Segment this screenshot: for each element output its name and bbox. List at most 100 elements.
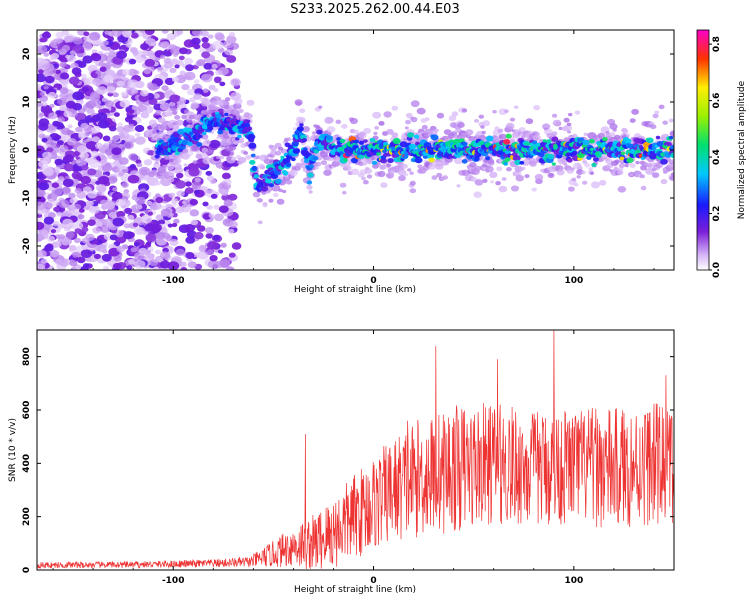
spectrogram-cell <box>189 198 198 206</box>
spectrogram-cell <box>53 241 62 248</box>
spectrogram-cell <box>480 125 485 129</box>
spectrogram-cell <box>170 105 178 112</box>
snr-xlabel: Height of straight line (km) <box>294 585 416 595</box>
spectrogram-cell <box>76 158 87 167</box>
spectrogram-cell <box>130 107 142 116</box>
spectrogram-cell <box>244 122 251 128</box>
spectrogram-cell <box>44 75 55 84</box>
spectrogram-cell <box>68 244 77 251</box>
spectrogram-cell <box>551 162 556 166</box>
spectrogram-cell <box>171 222 178 228</box>
spectrogram-cell <box>144 30 155 35</box>
spectrogram-cell <box>183 163 188 167</box>
spectrogram-cell <box>174 64 180 69</box>
spectrogram-cell <box>234 98 243 105</box>
spectrogram-cell <box>37 102 43 107</box>
spectrogram-cell <box>291 157 296 162</box>
spectrogram-cell <box>588 138 595 144</box>
y-tick-label: 10 <box>22 96 32 109</box>
spectrogram-cell <box>130 247 137 253</box>
spectrogram-cell <box>123 231 134 240</box>
spectrogram-cell <box>195 153 203 159</box>
spectrogram-cell <box>629 172 634 177</box>
spectrogram-cell <box>170 48 178 54</box>
spectrogram-cell <box>55 110 62 116</box>
spectrogram-cell <box>80 176 92 185</box>
spectrogram-cell <box>71 171 82 180</box>
spectrogram-cell <box>81 244 89 250</box>
y-tick-label: 0 <box>22 147 32 153</box>
spectrogram-cell <box>69 260 78 267</box>
spectrogram-cell <box>196 142 203 147</box>
spectrogram-cell <box>117 122 123 127</box>
spectrogram-cell <box>57 176 65 182</box>
spectrogram-cell <box>572 133 578 138</box>
spectrogram-cell <box>582 139 590 146</box>
spectrogram-cell <box>116 126 125 133</box>
spectrogram-cell <box>71 67 82 75</box>
spectrogram-cell <box>128 123 135 129</box>
spectrogram-cell <box>197 225 206 232</box>
spectrogram-cell <box>96 86 107 95</box>
page-title: S233.2025.262.00.44.E03 <box>290 2 460 17</box>
spectrogram-cell <box>38 182 50 191</box>
spectrogram-cell <box>474 119 479 123</box>
spectrogram-cell <box>372 111 382 119</box>
spectrogram-cell <box>38 122 49 131</box>
snr-panel: -100 0 100 0 200 400 600 800 Height of straight… <box>8 329 675 595</box>
spectrogram-cell <box>176 172 184 179</box>
spectrogram-cell <box>156 237 167 246</box>
spectrogram-cell <box>169 239 179 246</box>
spectrogram-cell <box>80 122 89 130</box>
spectrogram-cell <box>53 136 60 142</box>
spectrogram-cell <box>316 129 323 135</box>
spectrogram-cell <box>299 123 304 127</box>
spectrogram-cell <box>75 126 83 133</box>
spectrogram-cell <box>43 216 55 225</box>
spectrogram-cell <box>547 153 555 160</box>
spectrogram-cell <box>42 151 52 159</box>
spectrogram-cell <box>210 193 218 199</box>
spectrogram-cell <box>74 188 82 194</box>
spectrogram-cell <box>542 139 547 143</box>
spectrogram-cell <box>56 211 63 217</box>
spectrogram-cell <box>410 100 420 108</box>
spectrogram-cell <box>63 154 74 163</box>
spectrogram-cell <box>77 214 85 220</box>
spectrogram-cell <box>60 152 66 157</box>
spectrogram-cell <box>344 165 352 172</box>
spectrogram-cell <box>223 104 230 110</box>
spectrogram-cell <box>54 158 64 166</box>
spectrogram-cell <box>599 179 607 186</box>
spectrogram-cell <box>63 163 75 172</box>
spectrogram-cell <box>551 131 558 136</box>
spectrogram-cell <box>207 125 214 131</box>
spectrogram-dots <box>37 30 674 270</box>
y-tick-label: 200 <box>22 507 32 526</box>
colorbar-tick-label: 0.2 <box>712 206 722 222</box>
spectrogram-cell <box>41 31 52 39</box>
spectrogram-cell <box>301 138 307 143</box>
spectrogram-cell <box>179 47 188 55</box>
spectrogram-cell <box>421 124 428 130</box>
spectrogram-cell <box>405 119 411 125</box>
spectrogram-cell <box>228 228 235 234</box>
spectrogram-cell <box>68 192 76 199</box>
spectrogram-cell <box>55 69 61 75</box>
spectrogram-cell <box>380 158 387 164</box>
spectrogram-cell <box>641 161 649 168</box>
spectrogram-cell <box>103 74 114 83</box>
spectrogram-cell <box>563 162 568 166</box>
spectrogram-cell <box>145 233 157 242</box>
spectrogram-cell <box>112 92 119 98</box>
spectrogram-cell <box>41 101 48 107</box>
spectrogram-cell <box>134 260 146 269</box>
spectrogram-cell <box>485 135 494 142</box>
spectrogram-cell <box>576 175 581 179</box>
spectrogram-cell <box>58 199 70 209</box>
spectrogram-cell <box>568 186 575 192</box>
spectrogram-cell <box>268 198 274 203</box>
spectrogram-cell <box>189 209 199 217</box>
spectrogram-cell <box>116 210 126 218</box>
spectrogram-cell <box>379 164 387 170</box>
